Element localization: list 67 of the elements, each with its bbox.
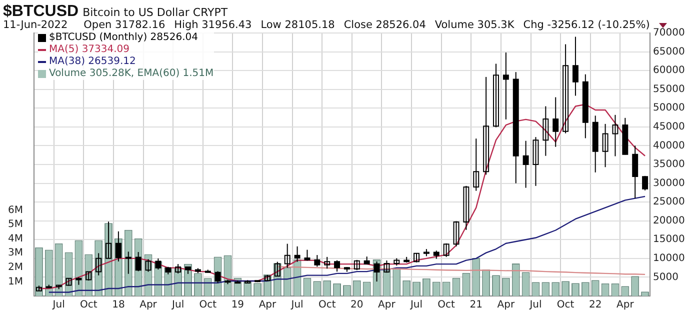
y-tick-label: 15000 (653, 234, 685, 246)
y-tick-label: 50000 (653, 102, 685, 114)
x-tick-label: 18 (112, 300, 125, 311)
y-tick-label: 25000 (653, 196, 685, 208)
candlestick (453, 220, 460, 247)
y-tick-label: 35000 (653, 159, 685, 170)
y-tick-label: 10000 (653, 253, 685, 264)
x-tick-label: Jul (528, 300, 542, 311)
candlestick (602, 123, 608, 168)
legend-label: $BTCUSD (Monthly) 28526.04 (49, 32, 198, 44)
y-tick-label: 20000 (653, 215, 685, 226)
x-tick-label: Apr (140, 300, 158, 311)
y2-tick-label: 2M (8, 262, 23, 274)
x-tick-label: Oct (438, 300, 456, 311)
x-tick-label: Jul (52, 300, 65, 311)
text: 11-Jun-2022 (3, 19, 68, 31)
text: Low 28105.18 (260, 19, 335, 31)
x-tick-label: Apr (258, 300, 278, 311)
y2-tick-label: 5M (8, 219, 23, 230)
x-tick-label: Apr (497, 300, 516, 311)
x-tick-label: 19 (231, 300, 244, 311)
y-tick-label: 40000 (653, 140, 685, 152)
text: High 31956.43 (174, 19, 252, 31)
legend-label: Volume 305.28K, EMA(60) 1.51M (49, 68, 214, 80)
y-tick-label: 70000 (653, 28, 685, 39)
text: Close 28526.04 (344, 19, 426, 31)
y-tick-label: 65000 (653, 46, 685, 58)
candlestick (612, 114, 618, 157)
y-tick-label: 5000 (653, 272, 678, 283)
x-tick-label: Apr (616, 300, 635, 311)
candlestick (443, 242, 450, 258)
y2-tick-label: 6M (8, 204, 23, 216)
y-tick-label: 30000 (653, 178, 685, 189)
candlestick (542, 106, 549, 156)
y2-tick-label: 4M (8, 233, 23, 244)
text: Chg -3256.12 (-10.25%) (523, 19, 650, 31)
chart-title: $BTCUSD (3, 3, 79, 20)
candlestick (414, 252, 420, 263)
candlestick (463, 185, 470, 230)
x-tick-label: 22 (588, 300, 602, 311)
x-tick-label: Apr (378, 300, 396, 311)
y2-tick-label: 3M (8, 248, 23, 259)
candlestick (532, 136, 539, 186)
x-tick-label: Jul (171, 300, 184, 311)
legend-label: MA(38) 26539.12 (49, 56, 136, 68)
x-tick-label: 21 (470, 300, 482, 311)
y-tick-label: 60000 (653, 65, 685, 76)
y-tick-label: 55000 (653, 84, 685, 95)
x-tick-label: Oct (199, 300, 217, 311)
x-tick-label: 20 (350, 300, 364, 311)
chart-subtitle: Bitcoin to US Dollar CRYPT (82, 6, 228, 19)
x-tick-label: Oct (80, 300, 98, 311)
x-tick-label: Oct (556, 300, 574, 311)
candlestick (473, 138, 480, 192)
legend-label: MA(5) 37334.09 (49, 44, 130, 56)
candlestick (354, 259, 360, 271)
text: Volume 305.3K (434, 19, 514, 31)
y2-tick-label: 1M (8, 276, 23, 288)
candlestick (483, 76, 490, 176)
candlestick (493, 63, 499, 128)
text: Open 31782.16 (84, 19, 166, 31)
x-tick-label: Oct (318, 300, 336, 311)
y-tick-label: 45000 (653, 122, 685, 133)
x-tick-label: Jul (290, 300, 304, 311)
candlestick (562, 44, 569, 134)
x-tick-label: Jul (409, 300, 423, 311)
candlestick (324, 256, 330, 270)
